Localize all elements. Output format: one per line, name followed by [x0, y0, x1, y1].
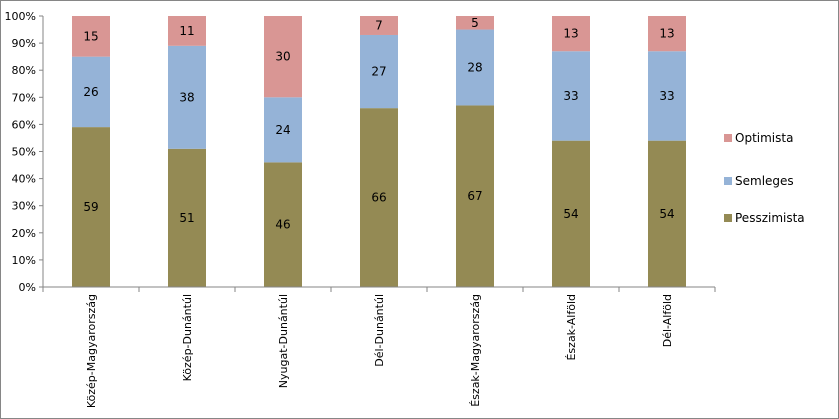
- y-tick-label: 70%: [12, 91, 36, 104]
- legend-swatch: [724, 177, 732, 185]
- y-tick-label: 0%: [19, 281, 36, 294]
- legend-label: Pesszimista: [735, 211, 805, 225]
- data-label: 28: [467, 60, 482, 74]
- data-label: 38: [179, 90, 194, 104]
- data-label: 5: [471, 16, 479, 30]
- bar-segment: [456, 105, 494, 288]
- y-tick-label: 40%: [12, 173, 36, 186]
- bar-segment: [648, 140, 686, 287]
- data-label: 33: [659, 89, 674, 103]
- data-label: 54: [659, 207, 674, 221]
- bar-segment: [360, 34, 398, 109]
- x-tick-label: Dél-Alföld: [661, 294, 674, 347]
- data-label: 15: [83, 29, 98, 43]
- x-tick-label: Észak-Alföld: [565, 294, 578, 361]
- y-tick-label: 10%: [12, 254, 36, 267]
- bar-segment: [648, 16, 686, 52]
- y-tick-label: 100%: [5, 10, 36, 23]
- data-label: 59: [83, 200, 98, 214]
- legend-label: Semleges: [735, 174, 794, 188]
- data-label: 24: [275, 123, 290, 137]
- x-tick-label: Közép-Dunántúl: [181, 294, 194, 381]
- data-label: 13: [659, 27, 674, 41]
- bar-segment: [552, 16, 590, 52]
- y-tick-label: 60%: [12, 118, 36, 131]
- y-tick-label: 80%: [12, 64, 36, 77]
- bar-segment: [168, 45, 206, 149]
- data-label: 13: [563, 27, 578, 41]
- bar-segment: [264, 97, 302, 163]
- data-label: 7: [375, 18, 383, 32]
- bar-segment: [456, 29, 494, 106]
- y-tick-label: 30%: [12, 200, 36, 213]
- bar-segment: [648, 51, 686, 141]
- x-tick-label: Dél-Dunántúl: [373, 294, 386, 367]
- bar-segment: [72, 56, 110, 128]
- bar-segment: [360, 108, 398, 287]
- x-tick-label: Észak-Magyarország: [469, 294, 482, 407]
- bar-segment: [72, 127, 110, 287]
- legend-swatch: [724, 214, 732, 222]
- data-label: 66: [371, 191, 386, 205]
- data-label: 30: [275, 50, 290, 64]
- x-tick-label: Nyugat-Dunántúl: [277, 294, 290, 388]
- bar-segment: [264, 162, 302, 287]
- bar-segment: [456, 16, 494, 30]
- x-tick-label: Közép-Magyarország: [85, 294, 98, 408]
- bar-segment: [552, 51, 590, 141]
- bar-segment: [552, 140, 590, 287]
- legend-swatch: [724, 134, 732, 142]
- data-label: 46: [275, 218, 290, 232]
- y-tick-label: 90%: [12, 37, 36, 50]
- data-label: 11: [179, 24, 194, 38]
- data-label: 27: [371, 65, 386, 79]
- legend-label: Optimista: [735, 131, 793, 145]
- data-label: 67: [467, 189, 482, 203]
- bar-segment: [168, 148, 206, 287]
- y-tick-label: 50%: [12, 146, 36, 159]
- bar-segment: [264, 16, 302, 98]
- bar-segment: [72, 16, 110, 57]
- data-label: 33: [563, 89, 578, 103]
- data-label: 54: [563, 207, 578, 221]
- data-label: 26: [83, 85, 98, 99]
- y-tick-label: 20%: [12, 227, 36, 240]
- bar-segment: [360, 16, 398, 35]
- data-label: 51: [179, 211, 194, 225]
- bar-segment: [168, 16, 206, 46]
